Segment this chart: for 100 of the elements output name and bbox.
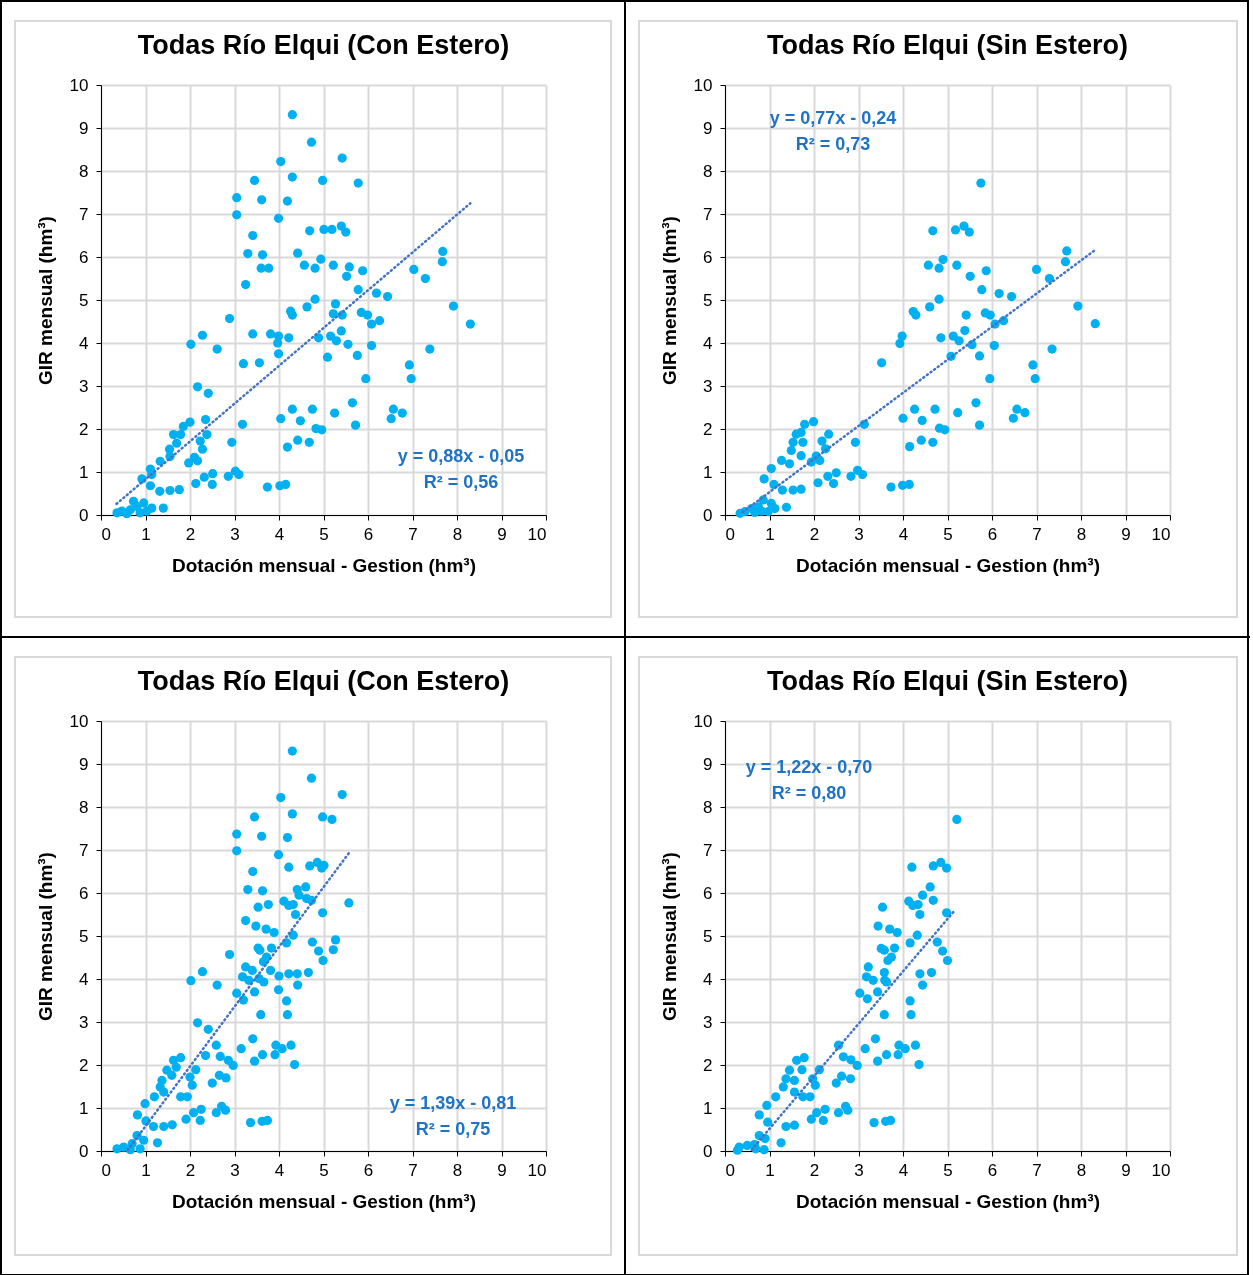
annotation: R² = 0,80 <box>771 783 847 803</box>
y-tick-label: 2 <box>703 1055 713 1075</box>
x-tick-label: 8 <box>1076 524 1087 544</box>
x-tick-label: 3 <box>230 1160 240 1180</box>
annotation: R² = 0,56 <box>423 472 499 492</box>
x-tick-label: 9 <box>1121 524 1131 544</box>
x-tick-label: 7 <box>1032 1160 1042 1180</box>
y-tick-label: 1 <box>703 1098 713 1118</box>
y-tick-label: 9 <box>703 754 713 774</box>
y-tick-label: 9 <box>79 118 89 138</box>
x-tick-label: 7 <box>408 1160 418 1180</box>
x-tick-label: 0 <box>725 1160 735 1180</box>
y-tick-label: 0 <box>703 505 713 525</box>
x-tick-label: 0 <box>725 524 735 544</box>
x-tick-label: 4 <box>898 1160 909 1180</box>
y-tick-label: 5 <box>79 290 89 310</box>
y-tick-label: 9 <box>703 118 713 138</box>
y-tick-label: 5 <box>703 926 713 946</box>
y-tick-label: 4 <box>703 333 713 353</box>
x-tick-label: 7 <box>1032 524 1042 544</box>
y-tick-label: 4 <box>703 969 713 989</box>
y-tick-label: 8 <box>79 161 89 181</box>
y-tick-label: 8 <box>703 797 713 817</box>
x-tick-label: 3 <box>854 524 864 544</box>
chart-title: Todas Río Elqui (Sin Estero) <box>766 666 1129 696</box>
x-tick-label: 9 <box>1121 1160 1131 1180</box>
x-tick-label: 5 <box>319 524 329 544</box>
y-tick-label: 4 <box>79 333 89 353</box>
x-axis-title: Dotación mensual - Gestion (hm³) <box>171 554 477 576</box>
x-tick-label: 10 <box>527 524 547 544</box>
x-tick-label: 10 <box>1151 524 1171 544</box>
y-axis-title: GIR mensual (hm³) <box>34 216 56 385</box>
x-tick-label: 6 <box>363 524 374 544</box>
x-tick-label: 2 <box>809 524 820 544</box>
x-tick-label: 6 <box>363 1160 374 1180</box>
y-tick-label: 6 <box>79 883 89 903</box>
y-tick-label: 2 <box>703 419 713 439</box>
x-tick-label: 4 <box>274 1160 285 1180</box>
y-tick-label: 8 <box>79 797 89 817</box>
x-tick-label: 1 <box>141 1160 151 1180</box>
x-tick-label: 8 <box>1076 1160 1087 1180</box>
y-tick-label: 7 <box>79 840 89 860</box>
x-tick-label: 2 <box>185 1160 196 1180</box>
x-tick-label: 4 <box>274 524 285 544</box>
x-tick-label: 10 <box>527 1160 547 1180</box>
y-axis-title: GIR mensual (hm³) <box>658 216 680 385</box>
x-axis-title: Dotación mensual - Gestion (hm³) <box>795 554 1101 576</box>
y-tick-label: 5 <box>703 290 713 310</box>
x-tick-label: 8 <box>452 524 463 544</box>
x-tick-label: 0 <box>101 1160 111 1180</box>
chart-title: Todas Río Elqui (Con Estero) <box>137 666 510 696</box>
x-tick-label: 1 <box>765 1160 775 1180</box>
x-tick-label: 0 <box>101 524 111 544</box>
y-tick-label: 2 <box>79 1055 89 1075</box>
y-tick-label: 6 <box>703 247 713 267</box>
y-tick-label: 1 <box>79 462 89 482</box>
y-tick-label: 4 <box>79 969 89 989</box>
x-tick-label: 2 <box>185 524 196 544</box>
x-tick-label: 5 <box>319 1160 329 1180</box>
annotation: R² = 0,73 <box>795 134 871 154</box>
x-tick-label: 5 <box>943 524 953 544</box>
x-tick-label: 10 <box>1151 1160 1171 1180</box>
x-tick-label: 1 <box>141 524 151 544</box>
annotation: y = 1,22x - 0,70 <box>745 757 873 777</box>
y-axis-title: GIR mensual (hm³) <box>34 852 56 1021</box>
chart-title: Todas Río Elqui (Con Estero) <box>137 30 510 60</box>
y-tick-label: 3 <box>703 376 713 396</box>
y-tick-label: 3 <box>79 376 89 396</box>
y-tick-label: 6 <box>79 247 89 267</box>
x-tick-label: 9 <box>497 524 507 544</box>
y-tick-label: 5 <box>79 926 89 946</box>
x-tick-label: 3 <box>230 524 240 544</box>
x-tick-label: 1 <box>765 524 775 544</box>
y-tick-label: 0 <box>79 1141 89 1161</box>
x-axis-title: Dotación mensual - Gestion (hm³) <box>171 1190 477 1212</box>
annotation: y = 0,77x - 0,24 <box>769 108 897 128</box>
x-tick-label: 3 <box>854 1160 864 1180</box>
y-tick-label: 1 <box>79 1098 89 1118</box>
x-tick-label: 8 <box>452 1160 463 1180</box>
y-tick-label: 6 <box>703 883 713 903</box>
y-tick-label: 0 <box>79 505 89 525</box>
x-tick-label: 7 <box>408 524 418 544</box>
x-tick-label: 6 <box>987 524 998 544</box>
y-tick-label: 1 <box>703 462 713 482</box>
y-tick-label: 10 <box>69 75 89 95</box>
annotation: y = 1,39x - 0,81 <box>389 1093 517 1113</box>
y-tick-label: 7 <box>79 204 89 224</box>
x-tick-label: 9 <box>497 1160 507 1180</box>
y-tick-label: 9 <box>79 754 89 774</box>
x-axis-title: Dotación mensual - Gestion (hm³) <box>795 1190 1101 1212</box>
y-tick-label: 7 <box>703 204 713 224</box>
y-tick-label: 10 <box>693 711 713 731</box>
x-tick-label: 4 <box>898 524 909 544</box>
annotation: y = 0,88x - 0,05 <box>397 446 525 466</box>
y-axis-title: GIR mensual (hm³) <box>658 852 680 1021</box>
y-tick-label: 10 <box>693 75 713 95</box>
y-tick-label: 2 <box>79 419 89 439</box>
y-tick-label: 3 <box>703 1012 713 1032</box>
x-tick-label: 5 <box>943 1160 953 1180</box>
y-tick-label: 7 <box>703 840 713 860</box>
